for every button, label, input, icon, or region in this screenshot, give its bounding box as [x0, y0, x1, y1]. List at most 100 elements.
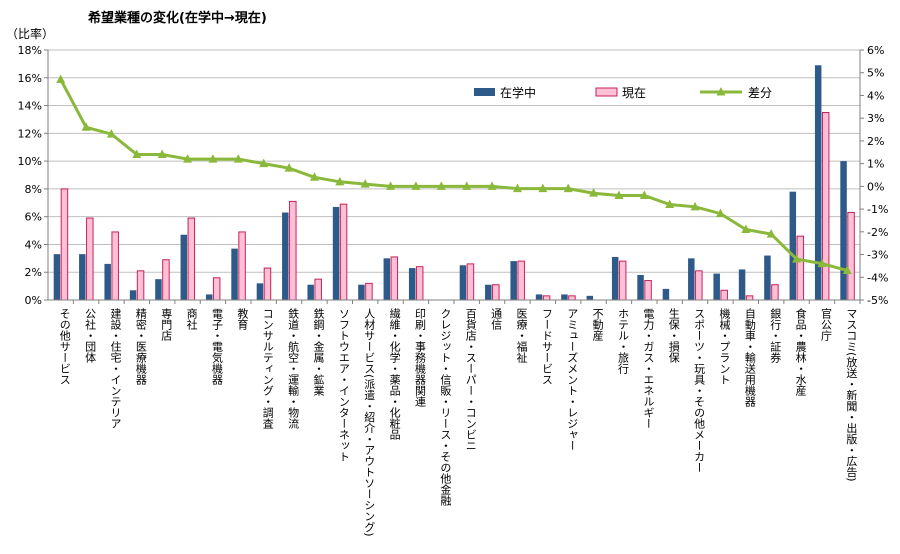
- point-sabun: [842, 265, 852, 274]
- point-sabun: [386, 181, 396, 190]
- gridlines: [48, 49, 860, 301]
- bar-genzai: [695, 270, 703, 301]
- bar-genzai: [618, 260, 627, 301]
- x-category-label: 繊維・化学・薬品・化粧品: [388, 308, 401, 440]
- x-category-label: 印刷・事務機器関連: [413, 308, 426, 407]
- bar-genzai: [492, 284, 500, 301]
- bar-genzai: [847, 212, 855, 301]
- point-sabun: [183, 154, 193, 163]
- bar-genzai: [60, 188, 69, 301]
- bar-zaigaku: [459, 265, 467, 300]
- bar-zaigaku: [53, 254, 61, 300]
- bar-genzai: [136, 270, 145, 301]
- bar-zaigaku: [155, 279, 162, 300]
- x-category-label: 建設・住宅・インテリア: [109, 307, 122, 429]
- x-category-label: その他サービス: [58, 308, 71, 385]
- y2-tick-label: 3%: [867, 112, 884, 125]
- bar-genzai: [466, 263, 475, 301]
- x-category-label: 教育: [236, 308, 249, 331]
- y2-tick-label: 1%: [867, 158, 884, 171]
- point-sabun: [690, 201, 700, 211]
- bar-zaigaku: [383, 258, 391, 300]
- x-category-label: 電力・ガス・エネルギー: [642, 308, 655, 429]
- bar-zaigaku: [104, 263, 111, 300]
- point-sabun: [106, 129, 116, 138]
- x-category-label: 医療・福祉: [515, 308, 528, 364]
- y-tick-label: 4%: [25, 238, 42, 251]
- y2-tick-label: -2%: [867, 226, 888, 239]
- chart-title: 希望業種の変化(在学中→現在): [88, 10, 267, 26]
- bar-zaigaku: [814, 65, 822, 301]
- point-sabun: [817, 258, 827, 268]
- x-category-label: フードサービス: [540, 308, 553, 385]
- x-category-label: ソフトウエア・インターネット: [337, 308, 350, 462]
- bar-genzai: [644, 280, 652, 301]
- x-category-label: 銀行・証券: [769, 307, 782, 363]
- bar-genzai: [542, 295, 551, 301]
- bar-genzai: [796, 235, 805, 301]
- bar-zaigaku: [205, 294, 213, 300]
- x-category-label: 生保・損保: [667, 307, 680, 364]
- x-category-label: クレジット・信販・リース・その他金融: [439, 308, 452, 507]
- x-category-label: 商社: [185, 307, 198, 331]
- bar-genzai: [289, 200, 297, 301]
- legend-label-genzai: 現在: [622, 86, 646, 100]
- y-tick-label: 12%: [18, 127, 42, 140]
- legend: 在学中 現在 差分: [474, 85, 772, 100]
- bar-genzai: [111, 231, 119, 301]
- y2-tick-label: 0%: [867, 180, 884, 193]
- bar-genzai: [415, 266, 424, 301]
- bar-zaigaku: [510, 261, 517, 300]
- x-category-label: 自動車・輸送用機器: [743, 308, 756, 408]
- point-sabun: [56, 74, 66, 84]
- x-category-label: 電子・電気機器: [210, 308, 223, 386]
- category-labels: その他サービス 公社・団体 建設・住宅・インテリア 精密・医療機器 専門店 商社 電子・電気…: [58, 307, 858, 537]
- legend-label-sabun: 差分: [748, 86, 772, 100]
- legend-marker-sabun: [716, 87, 726, 96]
- y-tick-label: 8%: [25, 183, 42, 196]
- x-category-label: 精密・医療機器: [134, 308, 147, 386]
- tick-labels: 0% 2% 4% 6% 8% 10% 12% 14% 16% 18% -5% -4% -3% -2% -1%…: [18, 44, 889, 307]
- y2-tick-label: 5%: [867, 67, 884, 80]
- bar-zaigaku: [713, 273, 720, 300]
- x-category-label: コンサルティング・調査: [261, 308, 274, 429]
- bar-zaigaku: [79, 254, 86, 300]
- bar-genzai: [745, 295, 754, 301]
- point-sabun: [589, 188, 599, 197]
- point-sabun: [639, 190, 649, 199]
- bar-genzai: [314, 278, 322, 301]
- x-category-label: マスコミ(放送・新聞・出版・広告): [845, 308, 858, 482]
- bar-zaigaku: [688, 258, 695, 300]
- bar-genzai: [821, 112, 830, 301]
- point-sabun: [309, 172, 319, 181]
- bar-zaigaku: [231, 248, 238, 300]
- y-tick-label: 14%: [18, 100, 42, 113]
- x-category-label: 人材サービス(派遣・紹介・アウトソーシング): [363, 308, 376, 537]
- bar-zaigaku: [535, 294, 543, 300]
- point-sabun: [766, 229, 776, 238]
- y2-tick-label: -4%: [867, 271, 888, 284]
- bar-genzai: [339, 203, 348, 301]
- point-sabun: [436, 181, 446, 190]
- bar-series-group: [53, 65, 855, 301]
- bar-genzai: [187, 217, 196, 301]
- y2-tick-label: -3%: [867, 249, 888, 262]
- point-sabun: [360, 179, 370, 188]
- point-sabun: [665, 199, 675, 209]
- x-category-label: 機械・プラント: [718, 307, 731, 385]
- y2-tick-label: -1%: [867, 203, 888, 216]
- bar-zaigaku: [332, 206, 340, 300]
- y-tick-label: 6%: [25, 211, 42, 224]
- bar-genzai: [771, 284, 779, 301]
- x-category-label: 不動産: [591, 308, 604, 342]
- legend-label-zaigaku: 在学中: [500, 85, 536, 100]
- bar-genzai: [162, 259, 170, 301]
- point-sabun: [715, 208, 725, 218]
- x-category-label: 専門店: [160, 308, 173, 341]
- bar-zaigaku: [408, 268, 416, 300]
- bar-genzai: [568, 295, 576, 301]
- point-sabun: [411, 181, 421, 190]
- point-sabun: [487, 181, 497, 190]
- y-tick-label: 0%: [25, 294, 42, 307]
